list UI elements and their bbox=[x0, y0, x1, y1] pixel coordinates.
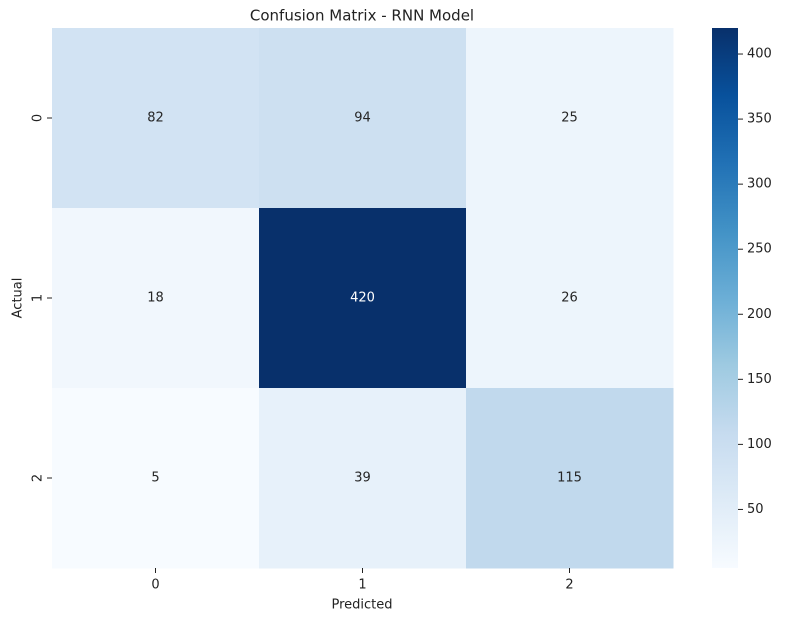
y-axis-label: Actual bbox=[11, 278, 26, 319]
heatmap-cell bbox=[466, 388, 674, 569]
heatmap-cell bbox=[259, 28, 467, 209]
x-tick-label: 0 bbox=[151, 578, 159, 593]
colorbar-tick-label: 300 bbox=[747, 177, 772, 192]
cell-annotation: 420 bbox=[350, 291, 375, 306]
colorbar-tick-label: 100 bbox=[747, 437, 772, 452]
cell-annotation: 5 bbox=[151, 471, 159, 486]
colorbar-tick-label: 400 bbox=[747, 47, 772, 62]
y-tick-label: 2 bbox=[31, 474, 46, 482]
colorbar-tick-label: 200 bbox=[747, 307, 772, 322]
heatmap-cell bbox=[52, 28, 260, 209]
x-tick-label: 2 bbox=[565, 578, 573, 593]
colorbar-tick-label: 350 bbox=[747, 112, 772, 127]
cell-annotation: 25 bbox=[561, 111, 578, 126]
cell-annotation: 115 bbox=[557, 471, 582, 486]
colorbar-tick-label: 150 bbox=[747, 372, 772, 387]
heatmap-cell bbox=[466, 208, 674, 389]
cell-annotation: 94 bbox=[354, 111, 371, 126]
heatmap-cell bbox=[259, 208, 467, 389]
chart-title: Confusion Matrix - RNN Model bbox=[250, 7, 474, 25]
colorbar-tick-label: 50 bbox=[747, 502, 764, 517]
heatmap-cell bbox=[259, 388, 467, 569]
colorbar bbox=[712, 28, 738, 568]
y-tick-label: 1 bbox=[31, 294, 46, 302]
heatmap-cell bbox=[466, 28, 674, 209]
heatmap-cell bbox=[52, 208, 260, 389]
x-tick-label: 1 bbox=[358, 578, 366, 593]
x-axis-label: Predicted bbox=[331, 598, 392, 613]
cell-annotation: 39 bbox=[354, 471, 371, 486]
cell-annotation: 18 bbox=[147, 291, 164, 306]
cell-annotation: 26 bbox=[561, 291, 578, 306]
y-tick-label: 0 bbox=[31, 114, 46, 122]
heatmap-cell bbox=[52, 388, 260, 569]
colorbar-tick-label: 250 bbox=[747, 242, 772, 257]
cell-annotation: 82 bbox=[147, 111, 164, 126]
